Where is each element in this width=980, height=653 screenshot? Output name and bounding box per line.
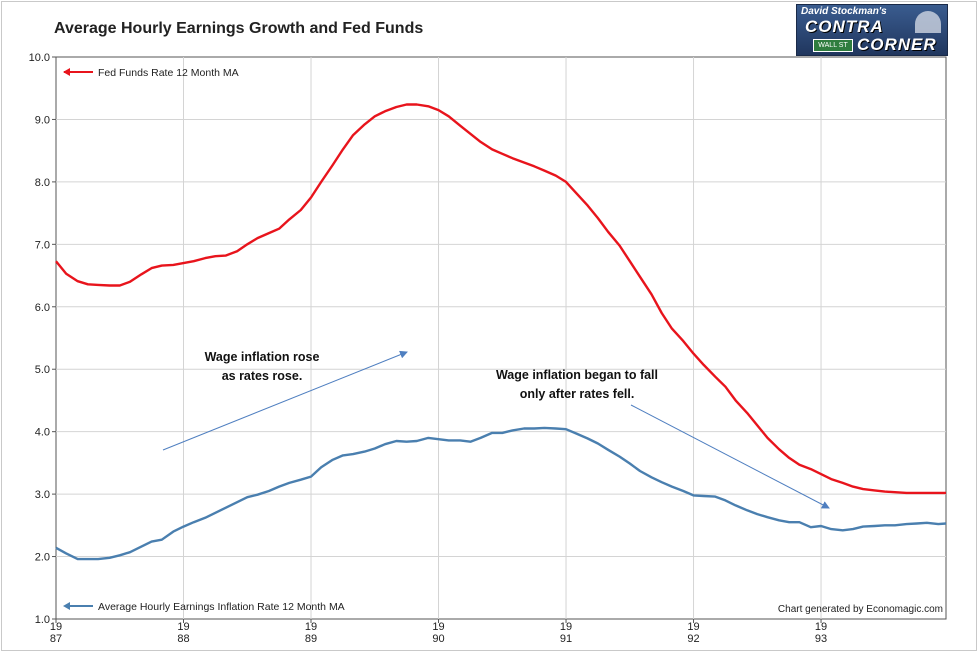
y-tick-label: 3.0 — [35, 489, 50, 501]
hourly-earnings-line — [55, 426, 947, 561]
annotation-arrow-rise — [162, 350, 408, 451]
y-tick-label: 1.0 — [35, 614, 50, 626]
x-tick-label-bottom: 91 — [560, 633, 572, 645]
y-tick-label: 6.0 — [35, 302, 50, 314]
y-axis-ticks: 10.0 9.0 8.0 7.0 6.0 5.0 4.0 3.0 2.0 1.0 — [29, 52, 56, 626]
x-tick-label-top: 19 — [177, 621, 189, 633]
y-tick-label: 4.0 — [35, 427, 50, 439]
logo-line3: CORNER — [857, 35, 937, 54]
series-layer — [55, 103, 947, 561]
x-tick-label-top: 19 — [560, 621, 572, 633]
x-tick-label-bottom: 93 — [815, 633, 827, 645]
y-tick-label: 10.0 — [29, 52, 50, 64]
y-tick-label: 2.0 — [35, 552, 50, 564]
y-tick-label: 5.0 — [35, 364, 50, 376]
legend-fed-funds-label: Fed Funds Rate 12 Month MA — [98, 67, 239, 79]
contra-corner-logo: David Stockman's CONTRA WALL ST CORNER — [796, 4, 948, 56]
logo-street-sign: WALL ST — [813, 39, 853, 52]
x-tick-label-bottom: 88 — [177, 633, 189, 645]
fed-funds-line — [55, 103, 946, 495]
x-tick-label-bottom: 92 — [687, 633, 699, 645]
x-tick-label-top: 19 — [305, 621, 317, 633]
y-tick-label: 9.0 — [35, 114, 50, 126]
chart-credit: Chart generated by Economagic.com — [778, 604, 943, 615]
y-tick-label: 7.0 — [35, 239, 50, 251]
annotation-rise-line1: Wage inflation rose — [205, 350, 320, 364]
annotation-arrow-fall — [630, 404, 830, 509]
logo-line1: David Stockman's — [801, 6, 887, 17]
x-tick-label-top: 19 — [432, 621, 444, 633]
chart-title: Average Hourly Earnings Growth and Fed F… — [54, 20, 424, 37]
logo-line2: CONTRA — [805, 17, 884, 36]
grid-lines — [56, 57, 946, 619]
legend-fed-funds-arrowhead — [63, 68, 70, 76]
x-tick-label-top: 19 — [815, 621, 827, 633]
annotation-rise-line2: as rates rose. — [222, 369, 303, 383]
y-tick-label: 8.0 — [35, 177, 50, 189]
x-tick-label-bottom: 87 — [50, 633, 62, 645]
annotation-fall-line1: Wage inflation began to fall — [496, 368, 658, 382]
capitol-dome-icon — [915, 11, 941, 33]
x-tick-label-top: 19 — [50, 621, 62, 633]
legend-earnings-arrowhead — [63, 602, 70, 610]
x-tick-label-bottom: 89 — [305, 633, 317, 645]
x-tick-label-bottom: 90 — [432, 633, 444, 645]
x-tick-label-top: 19 — [687, 621, 699, 633]
annotation-fall-line2: only after rates fell. — [520, 387, 635, 401]
legend-earnings-label: Average Hourly Earnings Inflation Rate 1… — [98, 601, 345, 613]
plot-area — [55, 56, 947, 620]
